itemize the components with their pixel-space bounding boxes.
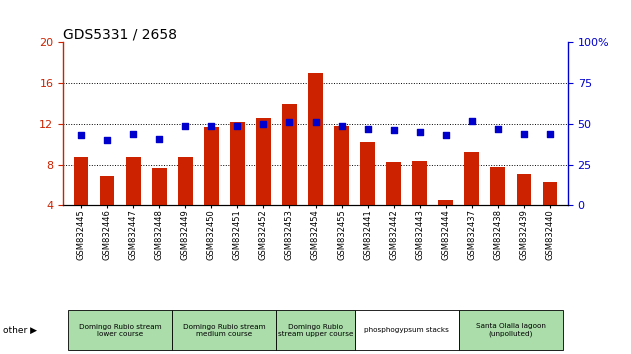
Text: GDS5331 / 2658: GDS5331 / 2658 [63, 27, 177, 41]
Bar [282, 104, 297, 205]
Point [155, 136, 165, 141]
Point [545, 131, 555, 137]
Point [519, 131, 529, 137]
Point [336, 123, 346, 129]
Bar [490, 167, 505, 205]
Bar [100, 176, 114, 205]
Bar [178, 158, 192, 205]
Point [362, 126, 372, 132]
Bar [517, 174, 531, 205]
Bar [543, 182, 557, 205]
Bar [152, 168, 167, 205]
Bar [360, 142, 375, 205]
Text: Domingo Rubio
stream upper course: Domingo Rubio stream upper course [278, 324, 353, 337]
Text: other ▶: other ▶ [3, 326, 37, 335]
Point [310, 119, 321, 125]
Bar [309, 73, 322, 205]
Bar [256, 118, 271, 205]
Bar [386, 161, 401, 205]
Point [206, 123, 216, 129]
Point [180, 123, 191, 129]
Point [285, 119, 295, 125]
Bar [439, 200, 453, 205]
Text: Santa Olalla lagoon
(unpolluted): Santa Olalla lagoon (unpolluted) [476, 323, 546, 337]
Point [415, 129, 425, 135]
Point [389, 127, 399, 133]
Point [259, 121, 269, 127]
Bar [204, 127, 218, 205]
Bar [230, 122, 245, 205]
Point [102, 137, 112, 143]
Text: phosphogypsum stacks: phosphogypsum stacks [364, 327, 449, 333]
Bar [126, 158, 141, 205]
Point [440, 132, 451, 138]
Point [76, 132, 86, 138]
Bar [74, 158, 88, 205]
Bar [413, 161, 427, 205]
Point [466, 118, 476, 124]
Text: Domingo Rubio stream
lower course: Domingo Rubio stream lower course [79, 324, 162, 337]
Bar [334, 126, 349, 205]
Point [128, 131, 138, 137]
Point [493, 126, 503, 132]
Point [232, 123, 242, 129]
Text: Domingo Rubio stream
medium course: Domingo Rubio stream medium course [183, 324, 266, 337]
Bar [464, 152, 479, 205]
